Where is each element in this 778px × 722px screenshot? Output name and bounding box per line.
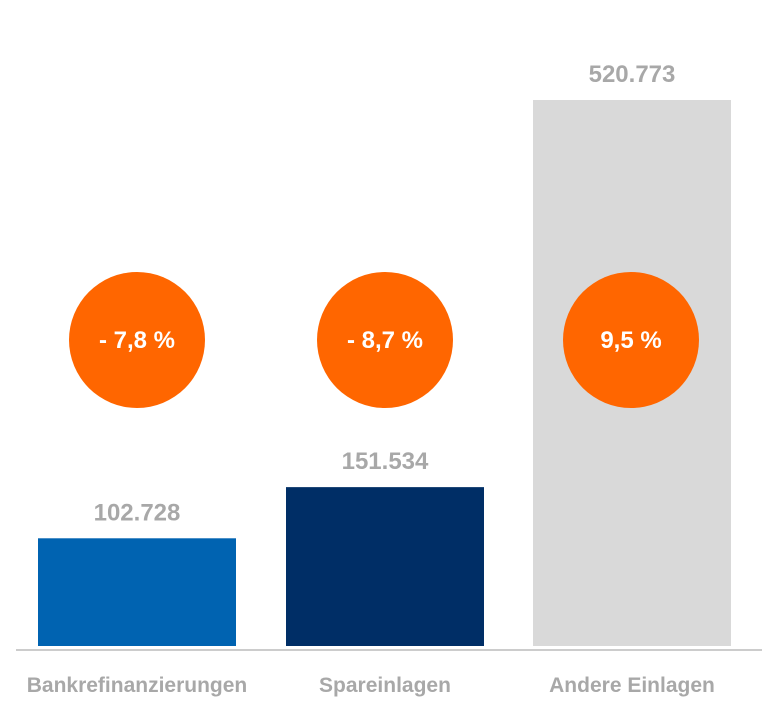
bar-value-label: 102.728	[94, 499, 181, 526]
change-badge: 9,5 %	[563, 272, 699, 408]
bar-spareinlagen	[286, 487, 484, 646]
change-badge-circle	[69, 272, 205, 408]
category-tick-label: Andere Einlagen	[549, 674, 715, 697]
bar-value-label: 151.534	[342, 448, 429, 475]
bar-bankrefinanzierungen	[38, 538, 236, 646]
change-badge-label: - 7,8 %	[99, 327, 175, 354]
change-badge: - 8,7 %	[317, 272, 453, 408]
change-badge-circle	[563, 272, 699, 408]
change-badge-label: - 8,7 %	[347, 327, 423, 354]
bar-value-label: 520.773	[589, 61, 676, 88]
change-badge-label: 9,5 %	[600, 327, 661, 354]
category-tick-label: Spareinlagen	[319, 674, 451, 697]
change-badge-circle	[317, 272, 453, 408]
category-tick-label: Bankrefinanzierungen	[27, 674, 248, 697]
change-badge: - 7,8 %	[69, 272, 205, 408]
